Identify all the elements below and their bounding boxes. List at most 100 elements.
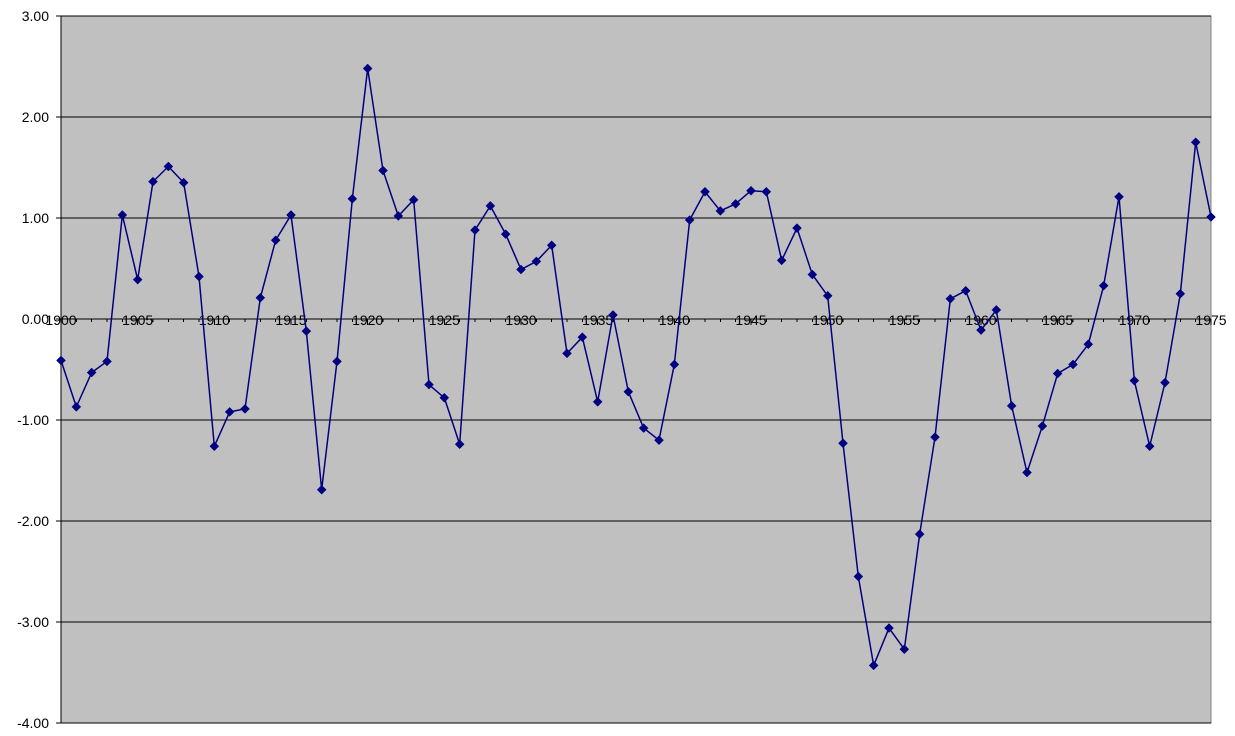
data-point (623, 386, 634, 397)
data-point (608, 310, 618, 320)
y-tick-label: 1.00 (22, 210, 49, 226)
data-point (316, 484, 327, 495)
data-point (117, 210, 128, 220)
data-point (362, 63, 373, 74)
data-point (1175, 288, 1186, 299)
x-tick-label: 1945 (735, 312, 766, 328)
data-point (1037, 421, 1048, 431)
data-point (945, 293, 956, 304)
data-point (546, 240, 557, 251)
data-point (1098, 280, 1109, 291)
y-tick-label: 0.00 (22, 311, 49, 327)
y-tick-label: -2.00 (17, 513, 49, 529)
data-point (347, 193, 358, 204)
data-point (776, 255, 787, 266)
data-point (807, 269, 818, 280)
data-point (224, 407, 235, 417)
plot-area (60, 15, 1212, 724)
data-point (976, 325, 986, 335)
data-point (439, 392, 450, 403)
data-point (669, 359, 680, 370)
data-point (1083, 339, 1094, 350)
x-tick-label: 1955 (889, 312, 920, 328)
data-point (746, 185, 756, 196)
data-point (577, 332, 588, 343)
data-point (209, 441, 220, 452)
data-point (240, 404, 250, 414)
y-tick-label: -4.00 (17, 715, 49, 731)
y-tick-label: -3.00 (17, 614, 49, 630)
x-tick-label: 1905 (122, 312, 153, 328)
data-point (378, 165, 388, 176)
data-point (1068, 359, 1078, 370)
data-point (1190, 137, 1201, 148)
x-tick-label: 1910 (199, 312, 230, 328)
data-point (991, 305, 1002, 315)
data-point (332, 356, 342, 367)
data-point (56, 355, 66, 366)
data-point (1022, 467, 1032, 478)
data-point (654, 435, 664, 446)
data-point (853, 571, 864, 582)
data-point (1129, 375, 1140, 386)
data-point (1144, 441, 1155, 452)
data-point (899, 644, 910, 655)
data-point (86, 367, 97, 378)
data-point (562, 348, 572, 359)
data-point (761, 186, 772, 197)
data-point (531, 256, 542, 267)
data-point (730, 199, 741, 209)
data-point (102, 356, 112, 367)
data-point (838, 438, 848, 449)
data-point (408, 194, 419, 205)
x-tick-label: 1965 (1042, 312, 1073, 328)
data-point (868, 660, 879, 671)
data-point (485, 201, 496, 211)
data-point (516, 264, 526, 275)
data-point (500, 229, 511, 240)
data-point-markers (56, 63, 1216, 671)
data-point (1114, 191, 1124, 202)
x-tick-label: 1975 (1195, 312, 1226, 328)
y-tick-labels: 3.00 2.00 1.00 0.00 -1.00 -2.00 -3.00 -4.00 (17, 8, 49, 731)
data-point (148, 176, 158, 187)
data-point (132, 274, 143, 285)
data-point (1006, 401, 1017, 411)
data-point (71, 402, 82, 412)
data-point (454, 439, 465, 450)
data-point (194, 271, 204, 282)
x-tick-label: 1900 (45, 312, 76, 328)
data-point (914, 529, 925, 539)
data-point (424, 379, 434, 390)
gridlines (61, 15, 1211, 724)
data-point (286, 210, 296, 220)
y-tick-label: -1.00 (17, 412, 49, 428)
data-point (1052, 368, 1063, 379)
data-point (715, 206, 726, 216)
x-tick-label: 1930 (505, 312, 536, 328)
data-point (470, 225, 480, 235)
data-point (178, 177, 189, 188)
data-point (270, 235, 281, 246)
data-point (393, 211, 404, 221)
x-tick-label: 1950 (812, 312, 843, 328)
series-line (60, 67, 1212, 667)
data-point (1160, 377, 1170, 388)
y-tick-label: 3.00 (22, 8, 49, 24)
data-point (638, 423, 649, 433)
x-tick-label: 1925 (429, 312, 460, 328)
x-tick-label: 1970 (1119, 312, 1150, 328)
data-point (1206, 212, 1216, 222)
x-tick-label: 1935 (582, 312, 613, 328)
data-point (163, 161, 174, 172)
x-tick-label: 1920 (352, 312, 383, 328)
data-point (822, 290, 833, 301)
x-tick-label: 1940 (659, 312, 690, 328)
data-point (255, 292, 266, 303)
y-tick-label: 2.00 (22, 109, 49, 125)
x-tick-label: 1915 (275, 312, 306, 328)
data-point (930, 432, 940, 443)
axes (56, 15, 1212, 724)
